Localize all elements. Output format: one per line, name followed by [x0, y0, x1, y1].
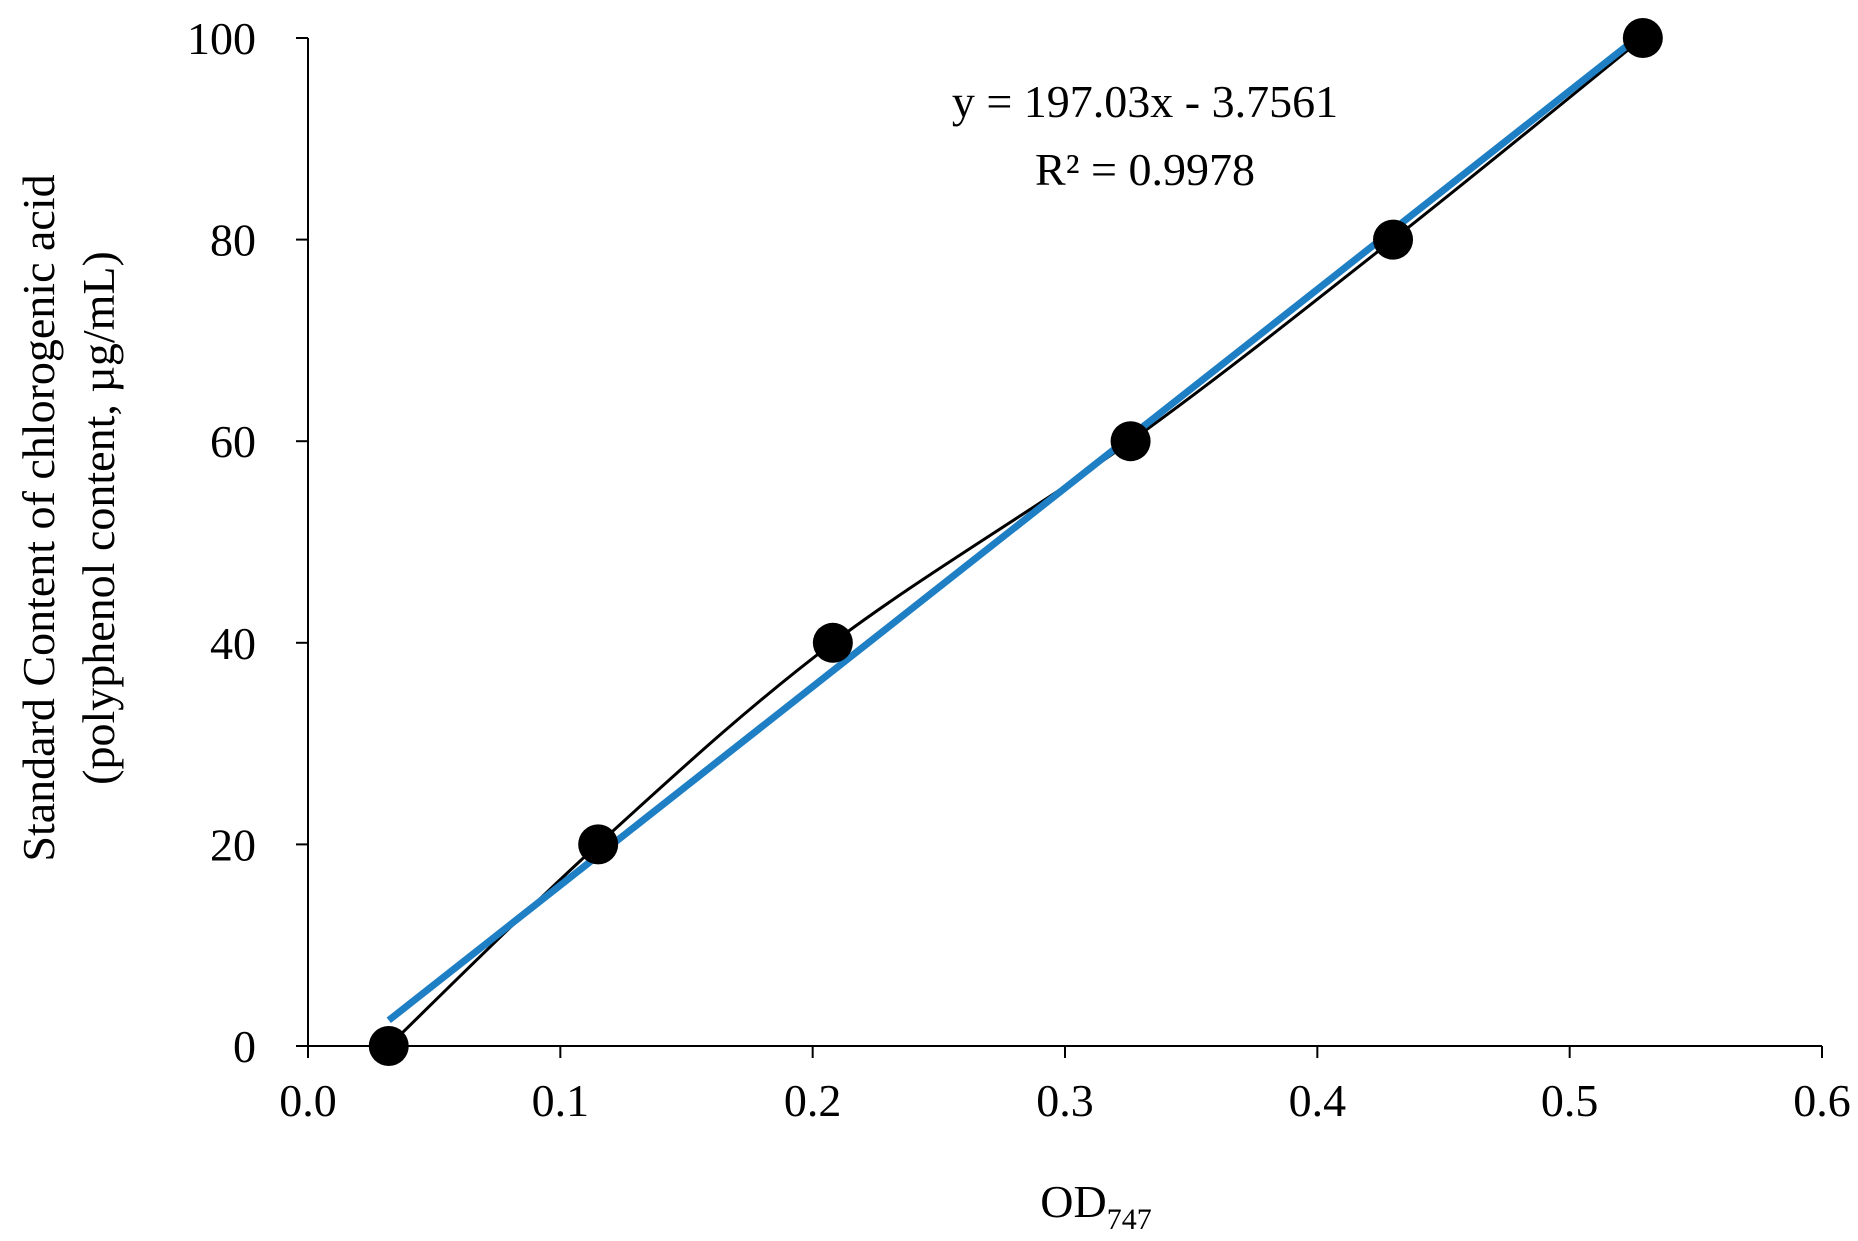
y-tick-label: 80: [210, 215, 256, 266]
y-ticks: 0 20 40 60 80 100: [187, 13, 308, 1072]
data-point: [578, 824, 619, 865]
y-axis-title: Standard Content of chlorogenic acid (po…: [13, 174, 124, 861]
y-tick-label: 40: [210, 618, 256, 669]
x-axis-title-subscript: 747: [1107, 1203, 1152, 1236]
y-tick-label: 100: [187, 13, 256, 64]
y-tick-label: 60: [210, 416, 256, 467]
data-point: [1622, 18, 1663, 58]
data-point: [1373, 219, 1414, 260]
linear-trendline: [386, 30, 1646, 1024]
data-point: [368, 1026, 409, 1066]
series-layer: [368, 18, 1663, 1066]
y-tick-label: 20: [210, 819, 256, 870]
trendline-equation: y = 197.03x - 3.7561: [952, 76, 1338, 127]
y-axis-title-line2: (polyphenol content, µg/mL): [73, 251, 124, 785]
y-axis-title-line1: Standard Content of chlorogenic acid: [13, 174, 64, 861]
x-axis-title: OD747: [1040, 1176, 1151, 1236]
series-smooth-line: [387, 36, 1644, 1048]
y-tick-label: 0: [233, 1021, 256, 1072]
x-tick-label: 0.2: [784, 1075, 842, 1126]
x-tick-label: 0.5: [1541, 1075, 1599, 1126]
data-point: [812, 622, 853, 663]
x-tick-label: 0.0: [279, 1075, 337, 1126]
x-tick-label: 0.3: [1036, 1075, 1094, 1126]
r-squared-label: R² = 0.9978: [1035, 144, 1255, 195]
data-point: [1110, 421, 1151, 462]
x-tick-label: 0.6: [1793, 1075, 1851, 1126]
x-tick-label: 0.4: [1289, 1075, 1347, 1126]
x-ticks: 0.0 0.1 0.2 0.3 0.4 0.5 0.6: [279, 1046, 1851, 1126]
x-tick-label: 0.1: [532, 1075, 590, 1126]
x-axis-title-main: OD: [1040, 1176, 1106, 1227]
